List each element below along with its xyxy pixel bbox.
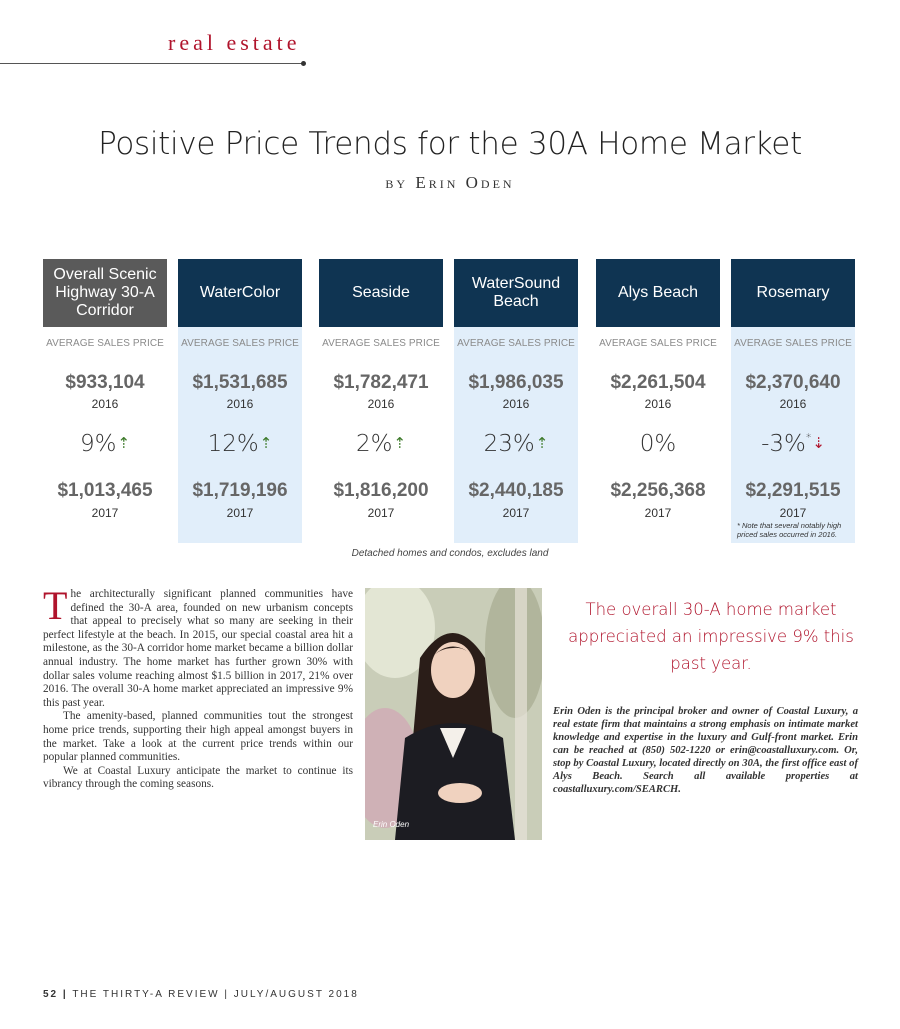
price-2016: $1,986,035 — [468, 372, 564, 393]
price-2017: $2,291,515 — [745, 480, 841, 501]
arrow-up-icon: ⇡ — [535, 434, 549, 452]
column-header: Rosemary — [731, 259, 855, 327]
year-2017: 2017 — [644, 506, 672, 520]
change-value: 2% — [355, 431, 393, 457]
column-header: WaterColor — [178, 259, 302, 327]
price-2017: $2,256,368 — [610, 480, 706, 501]
article-title: Positive Price Trends for the 30A Home M… — [98, 126, 802, 162]
column-header: Alys Beach — [596, 259, 720, 327]
change-value: 23% — [483, 431, 535, 457]
column-rosemary: Rosemary AVERAGE SALES PRICE $2,370,640 … — [731, 259, 855, 543]
year-2017: 2017 — [502, 506, 530, 520]
avg-label: AVERAGE SALES PRICE — [322, 338, 440, 349]
column-body: AVERAGE SALES PRICE $1,782,471 2016 2%⇡ … — [319, 327, 443, 543]
author-bio: Erin Oden is the principal broker and ow… — [553, 706, 858, 795]
page-footer: 52 | THE THIRTY-A REVIEW | JULY/AUGUST 2… — [43, 989, 359, 1000]
year-2016: 2016 — [91, 397, 119, 411]
change-percent: 2%⇡ — [319, 431, 443, 457]
year-2017: 2017 — [779, 506, 807, 520]
arrow-up-icon: ⇡ — [393, 434, 407, 452]
avg-label: AVERAGE SALES PRICE — [457, 338, 575, 349]
avg-label: AVERAGE SALES PRICE — [46, 338, 164, 349]
price-trends-table: Overall Scenic Highway 30-A Corridor AVE… — [43, 259, 863, 543]
column-watercolor: WaterColor AVERAGE SALES PRICE $1,531,68… — [178, 259, 302, 543]
byline: by Erin Oden — [385, 173, 515, 192]
price-2016: $933,104 — [65, 372, 145, 393]
year-2016: 2016 — [502, 397, 530, 411]
column-watersound-beach: WaterSound Beach AVERAGE SALES PRICE $1,… — [454, 259, 578, 543]
year-2016: 2016 — [644, 397, 672, 411]
change-percent: -3%*⇣ — [731, 431, 855, 457]
arrow-up-icon: ⇡ — [117, 434, 131, 452]
column-body: AVERAGE SALES PRICE $1,986,035 2016 23%⇡… — [454, 327, 578, 543]
publication-info: THE THIRTY-A REVIEW | JULY/AUGUST 2018 — [72, 989, 359, 1000]
avg-label: AVERAGE SALES PRICE — [181, 338, 299, 349]
change-percent: 23%⇡ — [454, 431, 578, 457]
table-caption: Detached homes and condos, excludes land — [351, 548, 549, 559]
price-2016: $1,531,685 — [192, 372, 288, 393]
column-header: WaterSound Beach — [454, 259, 578, 327]
column-body: AVERAGE SALES PRICE $2,261,504 2016 0% $… — [596, 327, 720, 543]
section-rule-dot — [301, 61, 306, 66]
year-2017: 2017 — [226, 506, 254, 520]
price-2017: $1,816,200 — [333, 480, 429, 501]
article-paragraph: The amenity-based, planned communities t… — [43, 710, 353, 764]
pull-quote: The overall 30-A home market appreciated… — [568, 600, 854, 673]
avg-label: AVERAGE SALES PRICE — [734, 338, 852, 349]
section-label: real estate — [168, 30, 301, 55]
footnote: * Note that several notably high priced … — [737, 521, 842, 539]
page-number: 52 — [43, 989, 59, 1000]
column-seaside: Seaside AVERAGE SALES PRICE $1,782,471 2… — [319, 259, 443, 543]
year-2016: 2016 — [779, 397, 807, 411]
paragraph-text: he architecturally significant planned c… — [43, 588, 353, 709]
change-value: -3% — [761, 431, 806, 457]
price-2017: $1,719,196 — [192, 480, 288, 501]
column-body: AVERAGE SALES PRICE $1,531,685 2016 12%⇡… — [178, 327, 302, 543]
footnote-star: * — [805, 431, 812, 444]
change-percent: 9%⇡ — [43, 431, 167, 457]
price-2017: $1,013,465 — [57, 480, 153, 501]
price-2016: $2,261,504 — [610, 372, 706, 393]
author-photo: Erin Oden — [365, 588, 542, 840]
portrait-illustration — [365, 588, 542, 840]
year-2016: 2016 — [226, 397, 254, 411]
column-body: AVERAGE SALES PRICE $2,370,640 2016 -3%*… — [731, 327, 855, 543]
column-header: Seaside — [319, 259, 443, 327]
column-overall: Overall Scenic Highway 30-A Corridor AVE… — [43, 259, 167, 543]
column-alys-beach: Alys Beach AVERAGE SALES PRICE $2,261,50… — [596, 259, 720, 543]
year-2016: 2016 — [367, 397, 395, 411]
arrow-up-icon: ⇡ — [259, 434, 273, 452]
avg-label: AVERAGE SALES PRICE — [599, 338, 717, 349]
change-percent: 0% — [596, 431, 720, 457]
year-2017: 2017 — [367, 506, 395, 520]
change-value: 12% — [207, 431, 259, 457]
section-rule — [0, 63, 304, 64]
price-2016: $1,782,471 — [333, 372, 429, 393]
column-header: Overall Scenic Highway 30-A Corridor — [43, 259, 167, 327]
price-2017: $2,440,185 — [468, 480, 564, 501]
photo-caption: Erin Oden — [373, 820, 410, 829]
price-2016: $2,370,640 — [745, 372, 841, 393]
drop-cap: T — [43, 583, 68, 628]
change-percent: 12%⇡ — [178, 431, 302, 457]
change-value: 9% — [79, 431, 117, 457]
article-paragraph: We at Coastal Luxury anticipate the mark… — [43, 764, 353, 791]
arrow-down-icon: ⇣ — [812, 434, 825, 452]
year-2017: 2017 — [91, 506, 119, 520]
change-value: 0% — [639, 431, 677, 457]
column-body: AVERAGE SALES PRICE $933,104 2016 9%⇡ $1… — [43, 327, 167, 543]
